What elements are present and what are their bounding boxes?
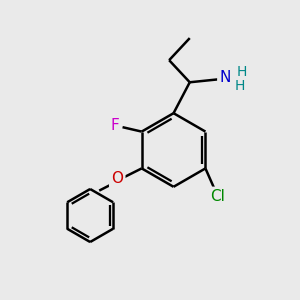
Text: H: H	[237, 65, 247, 79]
Text: Cl: Cl	[210, 189, 225, 204]
Text: O: O	[111, 171, 123, 186]
Text: H: H	[235, 79, 245, 93]
Text: N: N	[219, 70, 231, 86]
Text: F: F	[111, 118, 120, 133]
